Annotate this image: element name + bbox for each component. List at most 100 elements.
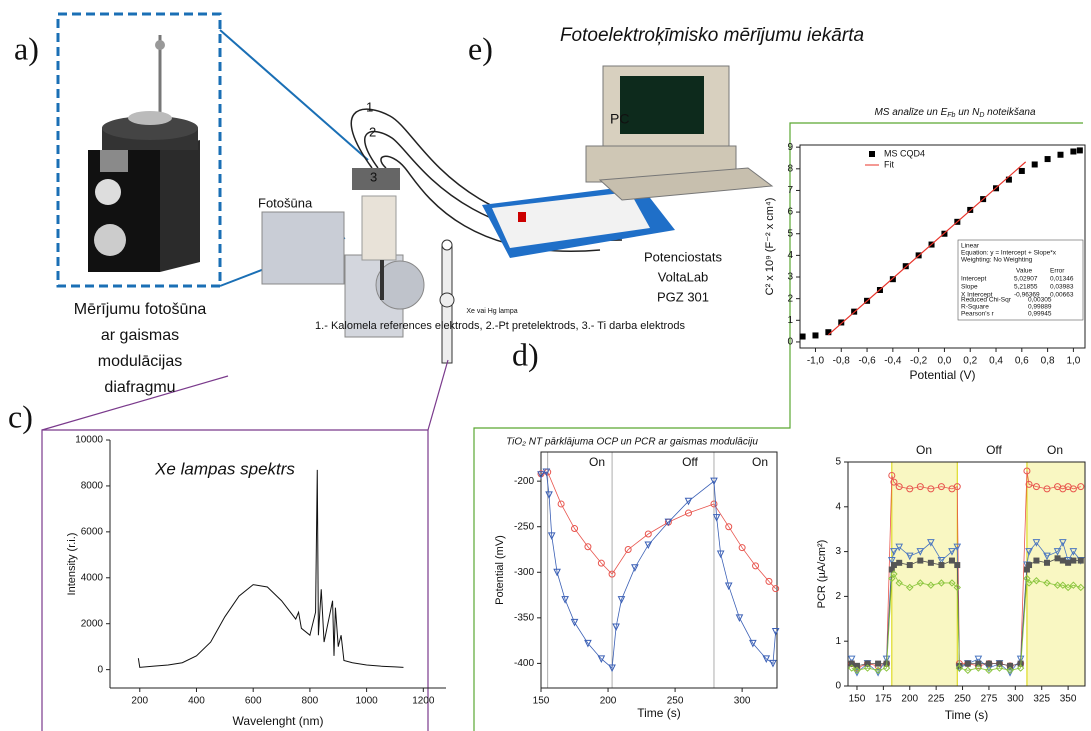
point bbox=[608, 570, 616, 578]
point bbox=[799, 333, 806, 340]
x-tick-label: 0,2 bbox=[963, 356, 977, 367]
point bbox=[953, 583, 961, 592]
point bbox=[1032, 539, 1041, 547]
y-tick-label: 10000 bbox=[75, 435, 103, 446]
series-line bbox=[851, 573, 1081, 671]
point bbox=[710, 500, 718, 508]
point bbox=[584, 639, 592, 648]
point bbox=[895, 579, 903, 587]
point bbox=[1069, 485, 1077, 493]
legend-marker bbox=[869, 151, 875, 157]
plot-frame bbox=[847, 461, 1086, 687]
point bbox=[1076, 147, 1083, 154]
panel-title: TiO₂ NT pārklājuma OCP un PCR ar gaismas… bbox=[506, 437, 758, 448]
point bbox=[1006, 666, 1014, 675]
point bbox=[927, 485, 935, 493]
stats-text: Equation: y = Intercept + Slope*x bbox=[961, 250, 1057, 257]
lamp-label: Xe vai Hg lampa bbox=[466, 308, 517, 315]
y-tick-label: 2 bbox=[787, 293, 793, 304]
point bbox=[847, 664, 856, 672]
point bbox=[1026, 562, 1033, 569]
point bbox=[838, 319, 845, 326]
stats-text: 0,99945 bbox=[1028, 311, 1052, 318]
point bbox=[725, 523, 733, 531]
caption-line: Mērījumu fotošūna bbox=[74, 301, 207, 318]
point bbox=[1031, 161, 1038, 168]
point bbox=[1043, 579, 1051, 587]
point bbox=[948, 548, 956, 556]
phase-label: On bbox=[752, 455, 768, 469]
cell-label: Fotošūna bbox=[258, 195, 313, 210]
y-tick-label: -250 bbox=[514, 521, 534, 532]
y-tick-label: 6000 bbox=[81, 526, 104, 537]
electrode-label: 1 bbox=[366, 99, 373, 114]
point bbox=[571, 525, 579, 533]
computer bbox=[585, 65, 774, 201]
x-tick-label: 250 bbox=[954, 694, 971, 705]
point bbox=[1033, 557, 1040, 564]
x-tick-label: 250 bbox=[667, 696, 684, 707]
point bbox=[1059, 557, 1066, 564]
point bbox=[1077, 557, 1084, 564]
y-axis-label: Intensity (r.i.) bbox=[66, 533, 78, 596]
x-tick-label: -0,8 bbox=[833, 356, 851, 367]
title-part: D bbox=[979, 112, 984, 119]
electrode-label: 3 bbox=[370, 169, 377, 184]
series-line bbox=[851, 470, 1081, 669]
x-tick-label: 1,0 bbox=[1066, 356, 1080, 367]
stats-text: 0,00663 bbox=[1050, 292, 1074, 299]
point bbox=[537, 471, 545, 479]
point bbox=[608, 664, 616, 673]
point bbox=[644, 541, 653, 550]
point bbox=[882, 664, 891, 672]
stats-text: Intercept bbox=[961, 276, 986, 283]
stats-text: Linear bbox=[961, 243, 980, 250]
title-part: Fb bbox=[947, 112, 955, 119]
x-tick-label: 0,0 bbox=[937, 356, 951, 367]
annotation: Xe lampas spektrs bbox=[154, 459, 295, 478]
point bbox=[906, 562, 913, 569]
point bbox=[769, 659, 777, 668]
stats-text: 0,99889 bbox=[1028, 304, 1052, 311]
point bbox=[1023, 467, 1031, 475]
point bbox=[875, 660, 882, 667]
point bbox=[864, 660, 871, 667]
stats-text: Reduced Chi-Sqr bbox=[961, 297, 1012, 304]
point bbox=[964, 660, 971, 667]
point bbox=[1006, 669, 1014, 677]
point bbox=[685, 509, 692, 517]
x-tick-label: -1,0 bbox=[807, 356, 825, 367]
x-tick-label: 175 bbox=[875, 694, 892, 705]
point bbox=[853, 666, 861, 675]
stats-text: X Intercept bbox=[961, 292, 993, 299]
caption-line: diafragmu bbox=[104, 379, 175, 396]
x-axis-label: Time (s) bbox=[637, 706, 681, 720]
point bbox=[1069, 581, 1078, 589]
point bbox=[1065, 559, 1072, 566]
point bbox=[953, 483, 961, 491]
y-tick-label: 9 bbox=[787, 142, 793, 153]
x-tick-label: 200 bbox=[600, 696, 617, 707]
point bbox=[771, 628, 780, 636]
x-tick-label: 200 bbox=[131, 696, 148, 707]
point bbox=[974, 664, 983, 672]
x-tick-label: 350 bbox=[1060, 694, 1077, 705]
point bbox=[905, 552, 914, 561]
chart: 150 175 200 225 250 275 300 325 350 0 1 2 3 4 5 Time (s… bbox=[816, 443, 1086, 722]
point bbox=[937, 579, 946, 587]
panel-label: e) bbox=[468, 30, 493, 66]
title-part: MS analīze un E bbox=[874, 107, 947, 118]
legend-label: MS CQD4 bbox=[884, 148, 925, 158]
x-axis-label: Potential (V) bbox=[909, 368, 975, 382]
point bbox=[1059, 581, 1067, 589]
point bbox=[906, 485, 914, 493]
point bbox=[964, 666, 972, 675]
chart: 150 200 250 300 -400 -350 -300 -250 -200 Time (s)… bbox=[494, 451, 780, 720]
x-tick-label: 150 bbox=[849, 694, 866, 705]
lamp bbox=[439, 239, 455, 364]
y-tick-label: 0 bbox=[97, 664, 103, 675]
point bbox=[1007, 662, 1014, 669]
point bbox=[664, 518, 673, 527]
point bbox=[948, 579, 956, 587]
potentiostat bbox=[482, 185, 675, 258]
